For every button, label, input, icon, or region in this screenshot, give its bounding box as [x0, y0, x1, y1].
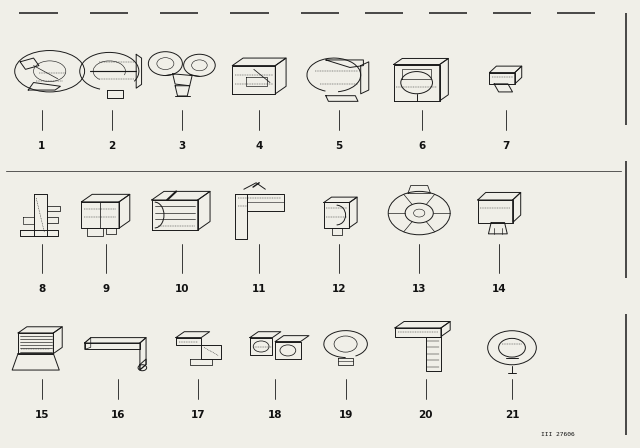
Text: 1: 1: [38, 141, 45, 151]
Text: 17: 17: [191, 410, 205, 420]
Text: 6: 6: [419, 141, 426, 151]
Text: 15: 15: [35, 410, 49, 420]
Text: 20: 20: [419, 410, 433, 420]
Text: 21: 21: [505, 410, 519, 420]
Text: 7: 7: [502, 141, 509, 151]
Text: 19: 19: [339, 410, 353, 420]
Text: III 27606: III 27606: [541, 432, 575, 437]
Text: 3: 3: [179, 141, 186, 151]
Text: 13: 13: [412, 284, 426, 294]
Text: 16: 16: [111, 410, 125, 420]
Text: 4: 4: [255, 141, 263, 151]
Text: 2: 2: [108, 141, 116, 151]
Text: 8: 8: [38, 284, 45, 294]
Text: 18: 18: [268, 410, 282, 420]
Text: 10: 10: [175, 284, 189, 294]
Text: 5: 5: [335, 141, 343, 151]
Text: 14: 14: [492, 284, 506, 294]
Text: 11: 11: [252, 284, 266, 294]
Text: 12: 12: [332, 284, 346, 294]
Text: 9: 9: [102, 284, 109, 294]
